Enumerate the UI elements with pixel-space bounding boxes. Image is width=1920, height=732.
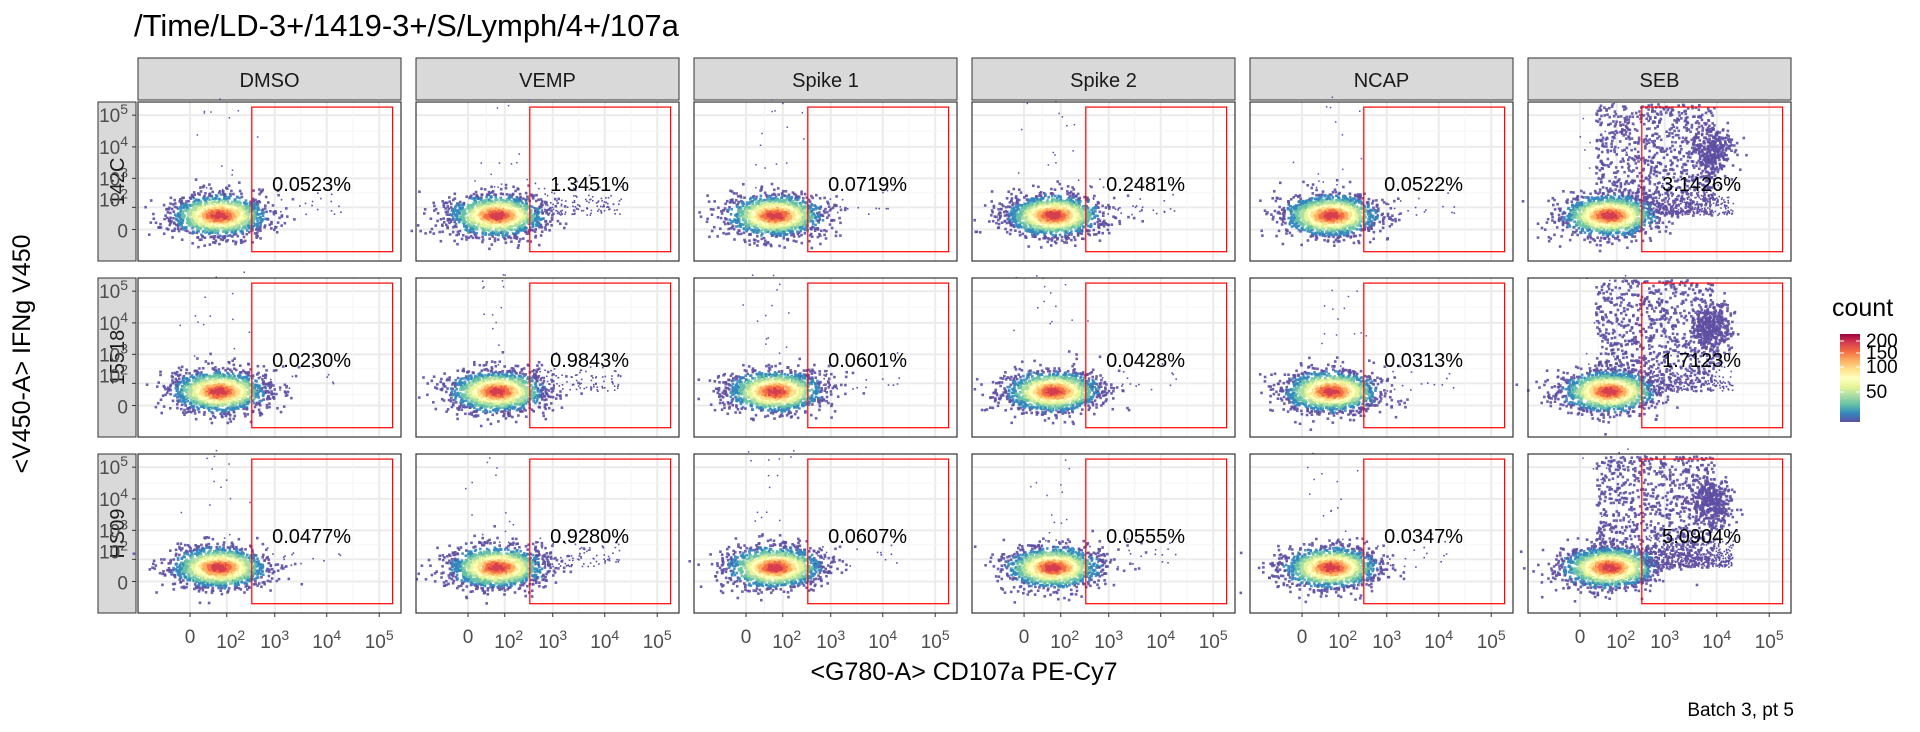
x-tick-label: 0 xyxy=(185,627,196,648)
panel-142c-ncap: 0.0522% xyxy=(1250,97,1513,262)
x-tick-label: 104 xyxy=(590,627,619,653)
strip-label: NCAP xyxy=(1354,70,1410,92)
strip-label: SEB xyxy=(1639,70,1679,92)
x-tick-label: 104 xyxy=(1424,627,1453,653)
gate-percentage: 0.0607% xyxy=(828,526,907,548)
strip-label: VEMP xyxy=(519,70,576,92)
x-tick-label: 102 xyxy=(1328,627,1357,653)
x-axis-title: <G780-A> CD107a PE-Cy7 xyxy=(810,658,1117,686)
gate-percentage: 0.0477% xyxy=(272,526,351,548)
strip-vemp: VEMP xyxy=(416,58,679,100)
x-tick-label: 103 xyxy=(538,627,567,653)
gate-percentage: 0.2481% xyxy=(1106,174,1185,196)
panel-hs09-ncap: 0.0347% xyxy=(1240,453,1514,613)
panel-142c-seb: 3.1426% xyxy=(1522,102,1791,261)
gate-percentage: 1.7123% xyxy=(1662,350,1741,372)
gate-percentage: 0.0428% xyxy=(1106,350,1185,372)
strip-ncap: NCAP xyxy=(1250,58,1513,100)
x-tick-label: 105 xyxy=(643,627,672,653)
x-tick-label: 105 xyxy=(1199,627,1228,653)
legend-tick-label: 50 xyxy=(1866,382,1887,403)
panel-15518-dmso: 0.0230% xyxy=(138,272,401,438)
strip-spike-2: Spike 2 xyxy=(972,58,1235,100)
x-tick-label: 104 xyxy=(1702,627,1731,653)
x-tick-label: 0 xyxy=(1575,627,1586,648)
gate-percentage: 3.1426% xyxy=(1662,174,1741,196)
x-tick-label: 103 xyxy=(816,627,845,653)
panel-hs09-seb: 5.0904% xyxy=(1520,449,1791,614)
x-tick-label: 104 xyxy=(868,627,897,653)
x-axis-col-5: 0 102 103 104 105 xyxy=(1575,613,1784,653)
legend-colorbar xyxy=(1840,334,1860,422)
strip-spike-1: Spike 1 xyxy=(694,58,957,100)
y-tick-label: 0 xyxy=(117,398,128,419)
x-tick-label: 0 xyxy=(741,627,752,648)
gate-percentage: 0.0555% xyxy=(1106,526,1185,548)
x-tick-label: 102 xyxy=(1606,627,1635,653)
x-tick-label: 105 xyxy=(921,627,950,653)
x-tick-label: 0 xyxy=(463,627,474,648)
y-tick-label: 0 xyxy=(117,222,128,243)
panel-15518-spike-1: 0.0601% xyxy=(694,275,957,438)
panel-15518-ncap: 0.0313% xyxy=(1250,278,1513,437)
gate-percentage: 5.0904% xyxy=(1662,526,1741,548)
panel-142c-dmso: 0.0523% xyxy=(138,98,401,261)
x-tick-label: 103 xyxy=(1650,627,1679,653)
y-axis-title: <V450-A> IFNg V450 xyxy=(8,234,36,473)
x-tick-label: 105 xyxy=(365,627,394,653)
strip-dmso: DMSO xyxy=(138,58,401,100)
gate-percentage: 0.0523% xyxy=(272,174,351,196)
x-axis-col-2: 0 102 103 104 105 xyxy=(741,613,950,653)
panel-hs09-vemp: 0.9280% xyxy=(416,454,680,613)
x-tick-label: 0 xyxy=(1019,627,1030,648)
panel-hs09-spike-2: 0.0555% xyxy=(972,454,1235,613)
x-tick-label: 102 xyxy=(772,627,801,653)
strip-label: DMSO xyxy=(240,70,300,92)
gate-percentage: 0.0719% xyxy=(828,174,907,196)
x-tick-label: 0 xyxy=(1297,627,1308,648)
gate-percentage: 0.0313% xyxy=(1384,350,1463,372)
gate-percentage: 0.0230% xyxy=(272,350,351,372)
x-tick-label: 104 xyxy=(312,627,341,653)
panel-142c-vemp: 1.3451% xyxy=(411,99,680,261)
gate-percentage: 0.9280% xyxy=(550,526,629,548)
panel-hs09-dmso: 0.0477% xyxy=(133,450,401,613)
legend-tick-label: 200 xyxy=(1866,331,1898,352)
panel-15518-spike-2: 0.0428% xyxy=(972,275,1235,437)
x-axis-col-4: 0 102 103 104 105 xyxy=(1297,613,1506,653)
x-tick-label: 102 xyxy=(1050,627,1079,653)
chart-title: /Time/LD-3+/1419-3+/S/Lymph/4+/107a xyxy=(134,8,680,43)
x-axis-col-1: 0 102 103 104 105 xyxy=(463,613,672,653)
y-tick-label: 0 xyxy=(117,574,128,595)
x-tick-label: 103 xyxy=(1372,627,1401,653)
x-axis-col-0: 0 102 103 104 105 xyxy=(185,613,394,653)
x-tick-label: 104 xyxy=(1146,627,1175,653)
panel-hs09-spike-1: 0.0607% xyxy=(688,450,957,613)
x-axis-col-3: 0 102 103 104 105 xyxy=(1019,613,1228,653)
panel-15518-seb: 1.7123% xyxy=(1516,275,1792,437)
gate-percentage: 0.0601% xyxy=(828,350,907,372)
gate-percentage: 0.9843% xyxy=(550,350,629,372)
strip-label: Spike 1 xyxy=(792,70,859,92)
strip-label: Spike 2 xyxy=(1070,70,1137,92)
x-tick-label: 105 xyxy=(1755,627,1784,653)
gate-percentage: 0.0347% xyxy=(1384,526,1463,548)
panel-15518-vemp: 0.9843% xyxy=(416,274,679,437)
gate-percentage: 1.3451% xyxy=(550,174,629,196)
x-tick-label: 102 xyxy=(216,627,245,653)
x-tick-label: 102 xyxy=(494,627,523,653)
caption: Batch 3, pt 5 xyxy=(1687,700,1794,721)
x-tick-label: 105 xyxy=(1477,627,1506,653)
x-tick-label: 103 xyxy=(260,627,289,653)
x-tick-label: 103 xyxy=(1094,627,1123,653)
gate-percentage: 0.0522% xyxy=(1384,174,1463,196)
strip-seb: SEB xyxy=(1528,58,1791,100)
panel-142c-spike-2: 0.2481% xyxy=(972,101,1235,261)
panel-142c-spike-1: 0.0719% xyxy=(694,99,957,261)
legend-title: count xyxy=(1832,294,1893,322)
